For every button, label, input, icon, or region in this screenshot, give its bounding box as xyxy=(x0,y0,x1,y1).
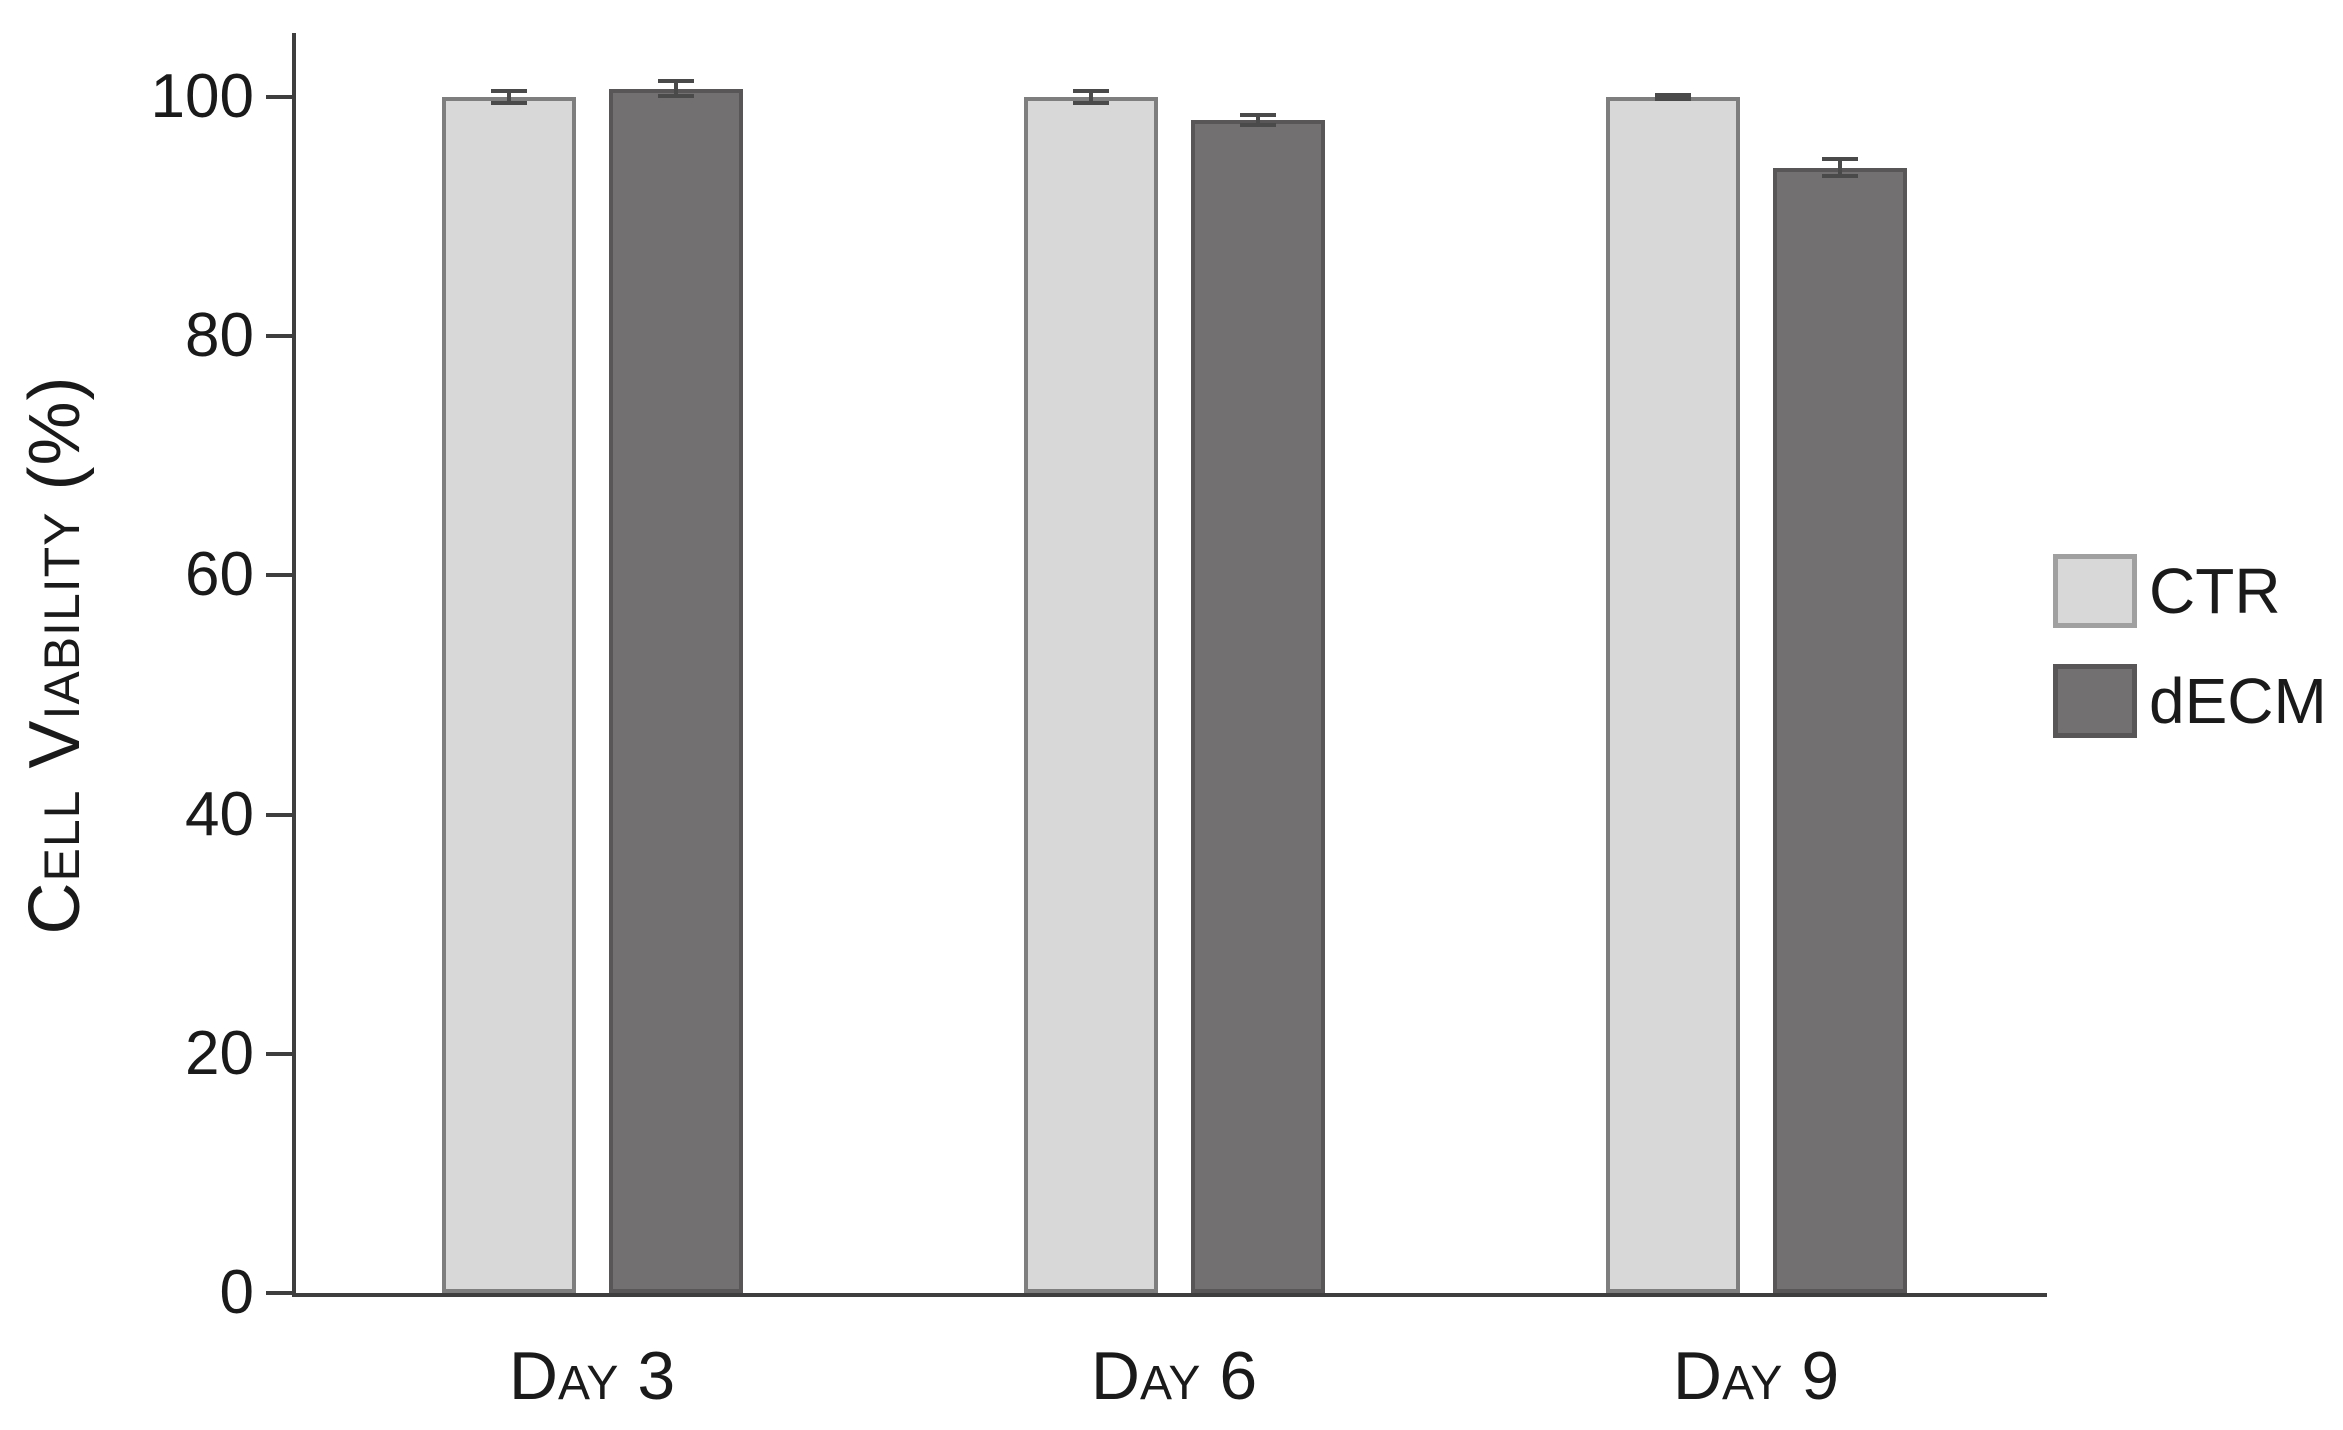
y-tick-label-60: 60 xyxy=(185,540,254,610)
bar-ctr-day-6 xyxy=(1023,97,1158,1293)
y-tick-label-40: 40 xyxy=(185,779,254,849)
legend: CTR dECM xyxy=(2053,553,2327,739)
legend-swatch-decm xyxy=(2053,664,2137,738)
x-axis-label-day-6: Day 6 xyxy=(1090,1338,1258,1414)
legend-swatch-ctr xyxy=(2053,554,2137,628)
y-tick-20 xyxy=(266,1051,292,1056)
legend-item-decm: dECM xyxy=(2053,663,2327,739)
y-tick-label-80: 80 xyxy=(185,301,254,371)
error-bar-cap-top-decm-day-6 xyxy=(1239,112,1276,117)
y-tick-0 xyxy=(266,1291,292,1295)
error-bar-cap-bottom-decm-day-3 xyxy=(657,93,694,98)
legend-label-decm: dECM xyxy=(2149,665,2327,737)
error-bar-cap-bottom-ctr-day-6 xyxy=(1072,100,1109,105)
bar-decm-day-3 xyxy=(608,88,743,1293)
error-bar-cap-bottom-ctr-day-3 xyxy=(490,100,527,105)
error-bar-cap-bottom-decm-day-9 xyxy=(1821,173,1858,178)
error-bar-cap-bottom-decm-day-6 xyxy=(1239,122,1276,127)
y-axis-line xyxy=(292,33,296,1297)
x-axis-label-day-9: Day 9 xyxy=(1672,1338,1840,1414)
error-bar-stem-decm-day-3 xyxy=(673,81,678,96)
y-tick-label-0: 0 xyxy=(219,1258,254,1327)
legend-label-ctr: CTR xyxy=(2149,555,2281,627)
error-bar-stem-decm-day-6 xyxy=(1255,114,1260,125)
x-axis-line xyxy=(292,1293,2047,1297)
error-bar-stem-ctr-day-3 xyxy=(506,91,511,103)
y-tick-60 xyxy=(266,573,292,578)
error-bar-cap-top-ctr-day-6 xyxy=(1072,89,1109,94)
error-bar-cap-top-decm-day-9 xyxy=(1821,157,1858,162)
legend-item-ctr: CTR xyxy=(2053,553,2327,629)
y-tick-label-20: 20 xyxy=(185,1018,254,1088)
error-bar-cap-top-decm-day-3 xyxy=(657,79,694,84)
y-tick-100 xyxy=(266,95,292,99)
bar-ctr-day-9 xyxy=(1605,97,1740,1293)
bar-ctr-day-3 xyxy=(441,97,576,1293)
y-tick-label-100: 100 xyxy=(150,62,254,131)
bar-decm-day-6 xyxy=(1190,119,1325,1293)
bar-decm-day-9 xyxy=(1772,167,1907,1293)
error-bar-stem-decm-day-9 xyxy=(1837,159,1842,176)
error-bar-stem-ctr-day-6 xyxy=(1088,91,1093,103)
error-bar-cap-top-ctr-day-3 xyxy=(490,89,527,94)
error-bar-cap-bottom-ctr-day-9 xyxy=(1654,96,1691,101)
x-axis-label-day-3: Day 3 xyxy=(508,1338,676,1414)
y-tick-80 xyxy=(266,334,292,339)
error-bar-cap-top-ctr-day-9 xyxy=(1654,93,1691,98)
y-tick-40 xyxy=(266,812,292,817)
